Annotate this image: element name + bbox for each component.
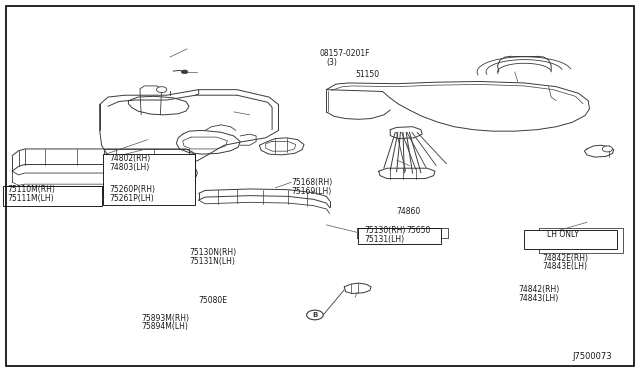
Text: 75168(RH): 75168(RH) (291, 178, 333, 187)
Text: LH ONLY: LH ONLY (547, 230, 579, 239)
Text: 75169(LH): 75169(LH) (291, 187, 332, 196)
Circle shape (602, 146, 612, 152)
Text: 75080E: 75080E (198, 296, 228, 305)
Circle shape (157, 87, 167, 93)
Bar (103, 154, 195, 205)
Text: 75130N(RH): 75130N(RH) (189, 248, 236, 257)
Text: 74843(LH): 74843(LH) (518, 294, 558, 303)
Text: 08157-0201F: 08157-0201F (320, 49, 371, 58)
Text: 51150: 51150 (355, 70, 380, 79)
Text: 74842(RH): 74842(RH) (518, 285, 559, 294)
Text: B: B (312, 312, 317, 318)
Text: 75131(LH): 75131(LH) (365, 235, 405, 244)
Text: 75894M(LH): 75894M(LH) (141, 322, 188, 331)
Bar (3, 186, 102, 206)
Text: 74860: 74860 (397, 208, 421, 217)
Text: 74842E(RH): 74842E(RH) (542, 254, 588, 263)
Circle shape (181, 70, 188, 74)
Text: 74803(LH): 74803(LH) (109, 163, 150, 172)
Bar (358, 228, 441, 244)
Text: 75893M(RH): 75893M(RH) (141, 314, 189, 323)
Text: 74802(RH): 74802(RH) (109, 154, 150, 163)
Text: 75261P(LH): 75261P(LH) (109, 195, 154, 203)
Text: J7500073: J7500073 (572, 352, 612, 361)
Circle shape (307, 310, 323, 320)
Text: (3): (3) (326, 58, 337, 67)
Text: 74843E(LH): 74843E(LH) (542, 262, 588, 271)
Text: 75131N(LH): 75131N(LH) (189, 257, 235, 266)
Bar (524, 231, 617, 249)
Text: 75130(RH): 75130(RH) (365, 226, 406, 235)
Text: 75110M(RH): 75110M(RH) (7, 185, 55, 194)
Text: 75260P(RH): 75260P(RH) (109, 185, 156, 194)
Text: 75650: 75650 (406, 226, 431, 235)
Text: 75111M(LH): 75111M(LH) (7, 195, 54, 203)
